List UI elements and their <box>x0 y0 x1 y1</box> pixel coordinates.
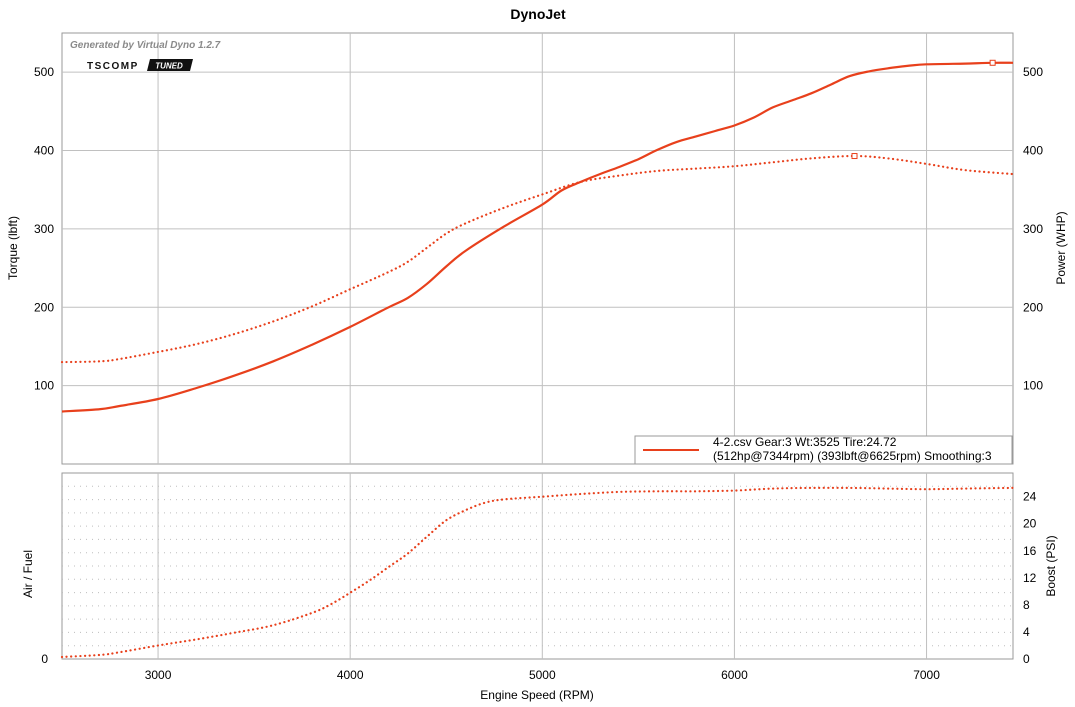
top-plot-frame <box>61 32 1014 465</box>
torque-tick-200: 200 <box>34 300 54 314</box>
top-peak-marker-2 <box>851 153 858 160</box>
bottom-tick-labels: 3000 4000 5000 6000 7000 0 0 4 8 12 16 20 24 <box>41 490 1036 682</box>
power-tick-100: 100 <box>1023 379 1043 393</box>
power-axis-label: Power (WHP) <box>1054 211 1068 284</box>
x-axis-label: Engine Speed (RPM) <box>480 688 593 702</box>
torque-axis-label: Torque (lbft) <box>6 216 20 280</box>
x-tick-7000: 7000 <box>913 668 940 682</box>
top-series-2-dotted <box>60 154 1015 364</box>
x-tick-6000: 6000 <box>721 668 748 682</box>
boost-tick-0: 0 <box>1023 652 1030 666</box>
boost-tick-4: 4 <box>1023 625 1030 639</box>
boost-tick-24: 24 <box>1023 490 1037 504</box>
top-peak-marker-1 <box>989 59 996 66</box>
boost-tick-20: 20 <box>1023 517 1037 531</box>
x-tick-5000: 5000 <box>529 668 556 682</box>
torque-tick-100: 100 <box>34 379 54 393</box>
legend-line1: 4-2.csv Gear:3 Wt:3525 Tire:24.72 <box>713 435 897 449</box>
power-tick-500: 500 <box>1023 65 1043 79</box>
logo-badge <box>147 59 193 71</box>
bottom-series-group <box>60 486 1015 659</box>
top-series-1-solid <box>61 61 1014 413</box>
x-tick-4000: 4000 <box>337 668 364 682</box>
chart-title: DynoJet <box>510 6 566 22</box>
power-tick-300: 300 <box>1023 222 1043 236</box>
power-tick-400: 400 <box>1023 144 1043 158</box>
torque-tick-300: 300 <box>34 222 54 236</box>
x-tick-3000: 3000 <box>145 668 172 682</box>
air-fuel-axis-label: Air / Fuel <box>21 550 35 598</box>
legend: 4-2.csv Gear:3 Wt:3525 Tire:24.72 (512hp… <box>634 435 1013 465</box>
logo-left-text: TSCOMP <box>87 61 139 72</box>
legend-line2: (512hp@7344rpm) (393lbft@6625rpm) Smooth… <box>713 449 992 463</box>
torque-tick-400: 400 <box>34 144 54 158</box>
boost-tick-8: 8 <box>1023 598 1030 612</box>
top-tick-labels: 100 200 300 400 500 100 200 300 400 500 <box>34 65 1043 392</box>
boost-tick-12: 12 <box>1023 571 1037 585</box>
airfuel-boost-panel: 3000 4000 5000 6000 7000 0 0 4 8 12 16 20 24 Air / F… <box>21 472 1058 682</box>
boost-tick-16: 16 <box>1023 544 1037 558</box>
top-grid <box>62 33 1013 464</box>
top-series-group <box>60 59 1015 413</box>
bottom-plot-frame <box>61 472 1014 660</box>
logo-right-text: TUNED <box>155 62 183 71</box>
boost-axis-label: Boost (PSI) <box>1044 535 1058 596</box>
bottom-grid <box>62 473 1013 659</box>
torque-tick-500: 500 <box>34 65 54 79</box>
torque-power-panel: 100 200 300 400 500 100 200 300 400 500 Generated… <box>6 32 1068 465</box>
air-fuel-tick-0: 0 <box>41 652 48 666</box>
power-tick-200: 200 <box>1023 300 1043 314</box>
tscomp-tuned-logo: TSCOMP TUNED <box>87 59 193 72</box>
bottom-series-1-dotted <box>60 486 1015 659</box>
generated-by-text: Generated by Virtual Dyno 1.2.7 <box>70 40 221 51</box>
